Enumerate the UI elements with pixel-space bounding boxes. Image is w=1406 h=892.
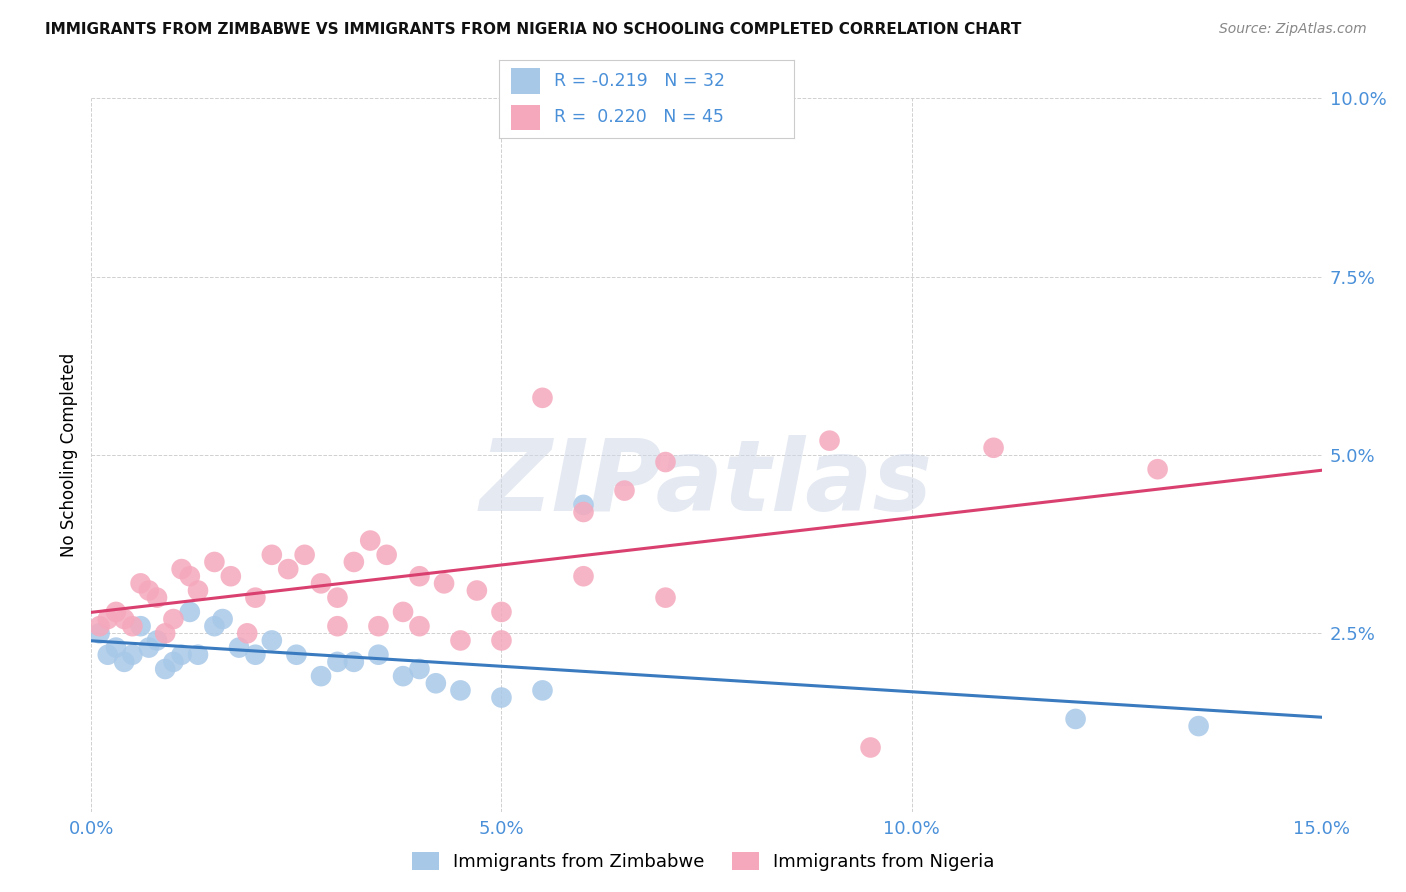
Point — [1064, 712, 1087, 726]
Point — [89, 619, 111, 633]
Text: R =  0.220   N = 45: R = 0.220 N = 45 — [554, 108, 724, 126]
Point — [187, 583, 209, 598]
Point — [245, 591, 267, 605]
Point — [260, 548, 283, 562]
Point — [162, 655, 184, 669]
Point — [359, 533, 381, 548]
Text: IMMIGRANTS FROM ZIMBABWE VS IMMIGRANTS FROM NIGERIA NO SCHOOLING COMPLETED CORRE: IMMIGRANTS FROM ZIMBABWE VS IMMIGRANTS F… — [45, 22, 1021, 37]
Point — [367, 648, 389, 662]
Point — [375, 548, 398, 562]
Point — [491, 633, 513, 648]
Point — [465, 583, 488, 598]
Point — [408, 619, 430, 633]
Point — [449, 633, 471, 648]
Point — [245, 648, 267, 662]
Point — [162, 612, 184, 626]
Point — [170, 648, 193, 662]
Point — [408, 569, 430, 583]
Point — [121, 619, 143, 633]
Point — [343, 555, 366, 569]
Text: R = -0.219   N = 32: R = -0.219 N = 32 — [554, 71, 724, 89]
Point — [129, 619, 152, 633]
Point — [983, 441, 1005, 455]
Point — [187, 648, 209, 662]
Point — [326, 655, 349, 669]
Point — [294, 548, 316, 562]
Point — [277, 562, 299, 576]
Point — [408, 662, 430, 676]
Bar — [510, 104, 540, 130]
Point — [260, 633, 283, 648]
Point — [572, 505, 595, 519]
Point — [219, 569, 242, 583]
Point — [138, 640, 160, 655]
Point — [531, 683, 554, 698]
Point — [343, 655, 366, 669]
Point — [153, 662, 177, 676]
Point — [433, 576, 456, 591]
Point — [613, 483, 636, 498]
Point — [97, 612, 120, 626]
Point — [179, 605, 201, 619]
Point — [491, 605, 513, 619]
Point — [202, 555, 225, 569]
Point — [202, 619, 225, 633]
Y-axis label: No Schooling Completed: No Schooling Completed — [59, 353, 77, 557]
Point — [392, 669, 415, 683]
Point — [367, 619, 389, 633]
Point — [531, 391, 554, 405]
Point — [211, 612, 233, 626]
Text: ZIPatlas: ZIPatlas — [479, 435, 934, 532]
Point — [153, 626, 177, 640]
Point — [228, 640, 250, 655]
Point — [449, 683, 471, 698]
Point — [138, 583, 160, 598]
Point — [170, 562, 193, 576]
Point — [392, 605, 415, 619]
Point — [121, 648, 143, 662]
Point — [326, 619, 349, 633]
Point — [112, 612, 135, 626]
Point — [572, 498, 595, 512]
Point — [572, 569, 595, 583]
Point — [654, 591, 676, 605]
Point — [818, 434, 841, 448]
Point — [285, 648, 308, 662]
Point — [326, 591, 349, 605]
Point — [309, 576, 332, 591]
Point — [236, 626, 259, 640]
Point — [1187, 719, 1209, 733]
Legend: Immigrants from Zimbabwe, Immigrants from Nigeria: Immigrants from Zimbabwe, Immigrants fro… — [405, 845, 1001, 879]
Point — [105, 605, 127, 619]
Point — [146, 591, 169, 605]
Point — [112, 655, 135, 669]
Point — [859, 740, 882, 755]
Point — [309, 669, 332, 683]
Point — [97, 648, 120, 662]
Point — [654, 455, 676, 469]
Point — [491, 690, 513, 705]
Point — [179, 569, 201, 583]
Point — [1146, 462, 1168, 476]
Point — [425, 676, 447, 690]
Point — [89, 626, 111, 640]
Point — [105, 640, 127, 655]
Point — [129, 576, 152, 591]
Point — [146, 633, 169, 648]
Text: Source: ZipAtlas.com: Source: ZipAtlas.com — [1219, 22, 1367, 37]
Bar — [510, 68, 540, 94]
